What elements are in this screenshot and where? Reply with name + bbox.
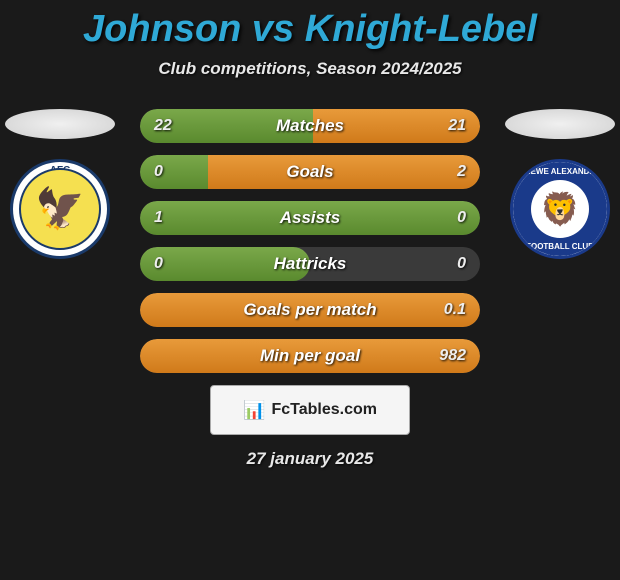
stat-label: Goals per match bbox=[140, 293, 480, 327]
page-title: Johnson vs Knight-Lebel bbox=[0, 0, 620, 51]
lion-icon: 🦁 bbox=[540, 193, 580, 225]
stat-value-left: 22 bbox=[154, 109, 172, 143]
club-badge-right: CREWE ALEXANDRA 🦁 FOOTBALL CLUB bbox=[510, 159, 610, 259]
stat-value-right: 21 bbox=[448, 109, 466, 143]
stat-row: Min per goal982 bbox=[140, 339, 480, 373]
stat-value-left: 0 bbox=[154, 247, 163, 281]
stat-value-right: 0.1 bbox=[444, 293, 466, 327]
stat-label: Min per goal bbox=[140, 339, 480, 373]
stat-row: Goals per match0.1 bbox=[140, 293, 480, 327]
badge-right-bottom-label: FOOTBALL CLUB bbox=[513, 242, 607, 251]
comparison-content: AFC 🦅 CREWE ALEXANDRA 🦁 FOOTBALL CLUB Ma… bbox=[0, 109, 620, 469]
stats-bars: Matches2221Goals02Assists10Hattricks00Go… bbox=[140, 109, 480, 373]
stat-label: Goals bbox=[140, 155, 480, 189]
stat-value-right: 982 bbox=[439, 339, 466, 373]
eagle-icon: 🦅 bbox=[35, 189, 85, 229]
stat-value-left: 0 bbox=[154, 155, 163, 189]
stat-value-right: 0 bbox=[457, 247, 466, 281]
brand-box[interactable]: 📊 FcTables.com bbox=[210, 385, 410, 435]
stat-value-right: 0 bbox=[457, 201, 466, 235]
stat-row: Assists1 0 bbox=[140, 201, 480, 235]
bar-chart-icon: 📊 bbox=[243, 400, 265, 421]
brand-text: FcTables.com bbox=[271, 401, 377, 419]
stat-row: Hattricks0 0 bbox=[140, 247, 480, 281]
player-right-silhouette bbox=[505, 109, 615, 139]
stat-value-right: 2 bbox=[457, 155, 466, 189]
stat-label: Hattricks bbox=[140, 247, 480, 281]
stat-label: Assists bbox=[140, 201, 480, 235]
club-badge-left: AFC 🦅 bbox=[10, 159, 110, 259]
player-left-silhouette bbox=[5, 109, 115, 139]
stat-value-left: 1 bbox=[154, 201, 163, 235]
stat-row: Matches22 21 bbox=[140, 109, 480, 143]
player-left-column: AFC 🦅 bbox=[5, 109, 115, 259]
stat-row: Goals0 2 bbox=[140, 155, 480, 189]
date-label: 27 january 2025 bbox=[0, 449, 620, 469]
player-right-column: CREWE ALEXANDRA 🦁 FOOTBALL CLUB bbox=[505, 109, 615, 259]
stat-label: Matches bbox=[140, 109, 480, 143]
badge-right-top-label: CREWE ALEXANDRA bbox=[513, 167, 607, 176]
subtitle: Club competitions, Season 2024/2025 bbox=[0, 59, 620, 79]
